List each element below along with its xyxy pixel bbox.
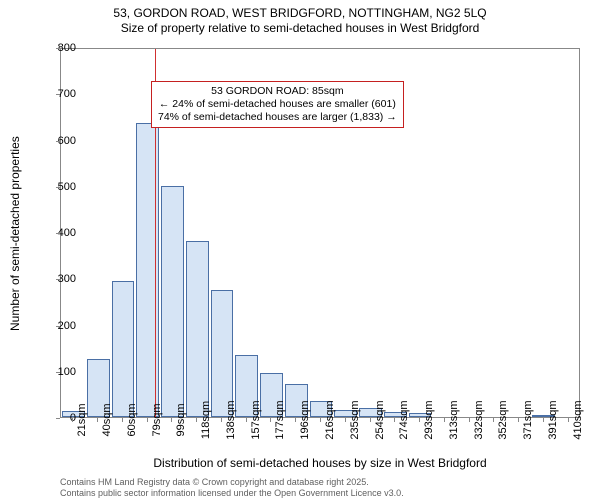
y-tick-label: 700	[44, 88, 76, 100]
chart-title-block: 53, GORDON ROAD, WEST BRIDGFORD, NOTTING…	[0, 0, 600, 36]
x-tick-mark	[469, 418, 470, 422]
x-tick-mark	[419, 418, 420, 422]
y-tick-mark	[56, 48, 60, 49]
x-tick-mark	[122, 418, 123, 422]
y-tick-label: 0	[44, 412, 76, 424]
chart-footer: Contains HM Land Registry data © Crown c…	[60, 477, 404, 498]
chart-title-line1: 53, GORDON ROAD, WEST BRIDGFORD, NOTTING…	[0, 6, 600, 21]
chart-area: 53 GORDON ROAD: 85sqm← 24% of semi-detac…	[60, 48, 580, 418]
x-tick-label: 60sqm	[126, 403, 138, 436]
annotation-line: ← 24% of semi-detached houses are smalle…	[158, 98, 397, 111]
x-tick-mark	[221, 418, 222, 422]
x-tick-mark	[246, 418, 247, 422]
x-tick-label: 235sqm	[349, 400, 361, 439]
x-tick-label: 157sqm	[250, 400, 262, 439]
x-tick-mark	[568, 418, 569, 422]
x-tick-label: 21sqm	[76, 403, 88, 436]
x-tick-mark	[147, 418, 148, 422]
histogram-bar	[161, 186, 184, 417]
y-tick-mark	[56, 233, 60, 234]
x-tick-label: 274sqm	[398, 400, 410, 439]
x-tick-label: 40sqm	[101, 403, 113, 436]
y-tick-label: 500	[44, 181, 76, 193]
x-tick-label: 216sqm	[324, 400, 336, 439]
chart-plot: 53 GORDON ROAD: 85sqm← 24% of semi-detac…	[60, 48, 580, 418]
y-axis-label: Number of semi-detached properties	[8, 136, 22, 331]
x-tick-label: 118sqm	[200, 401, 212, 439]
x-tick-mark	[72, 418, 73, 422]
histogram-bar	[186, 241, 209, 417]
x-tick-mark	[345, 418, 346, 422]
x-tick-mark	[518, 418, 519, 422]
x-tick-label: 313sqm	[448, 400, 460, 439]
y-tick-label: 400	[44, 227, 76, 239]
y-tick-mark	[56, 94, 60, 95]
x-tick-label: 79sqm	[151, 403, 163, 436]
x-tick-label: 332sqm	[473, 400, 485, 439]
y-tick-label: 600	[44, 135, 76, 147]
x-tick-label: 138sqm	[225, 400, 237, 439]
x-tick-mark	[97, 418, 98, 422]
y-tick-label: 800	[44, 42, 76, 54]
y-tick-label: 200	[44, 320, 76, 332]
x-tick-mark	[370, 418, 371, 422]
x-tick-label: 254sqm	[374, 400, 386, 439]
x-tick-mark	[196, 418, 197, 422]
x-axis-label: Distribution of semi-detached houses by …	[60, 456, 580, 470]
footer-line2: Contains public sector information licen…	[60, 488, 404, 498]
y-tick-label: 300	[44, 273, 76, 285]
x-tick-mark	[394, 418, 395, 422]
x-tick-mark	[295, 418, 296, 422]
y-tick-mark	[56, 279, 60, 280]
annotation-line: 53 GORDON ROAD: 85sqm	[158, 85, 397, 98]
y-tick-mark	[56, 418, 60, 419]
x-tick-label: 410sqm	[572, 400, 584, 439]
y-tick-mark	[56, 372, 60, 373]
x-tick-mark	[320, 418, 321, 422]
x-tick-mark	[171, 418, 172, 422]
footer-line1: Contains HM Land Registry data © Crown c…	[60, 477, 404, 487]
x-tick-label: 391sqm	[547, 400, 559, 439]
y-tick-mark	[56, 326, 60, 327]
chart-title-line2: Size of property relative to semi-detach…	[0, 21, 600, 36]
histogram-bar	[211, 290, 234, 417]
x-tick-mark	[270, 418, 271, 422]
x-tick-label: 293sqm	[423, 400, 435, 439]
x-tick-label: 352sqm	[497, 400, 509, 439]
x-tick-mark	[444, 418, 445, 422]
annotation-box: 53 GORDON ROAD: 85sqm← 24% of semi-detac…	[151, 81, 404, 128]
x-tick-label: 177sqm	[274, 400, 286, 439]
x-tick-mark	[543, 418, 544, 422]
y-tick-label: 100	[44, 366, 76, 378]
annotation-line: 74% of semi-detached houses are larger (…	[158, 111, 397, 124]
histogram-bar	[112, 281, 135, 417]
x-tick-mark	[493, 418, 494, 422]
x-tick-label: 196sqm	[299, 400, 311, 439]
y-tick-mark	[56, 141, 60, 142]
x-tick-label: 99sqm	[175, 403, 187, 436]
x-tick-label: 371sqm	[522, 400, 534, 439]
y-tick-mark	[56, 187, 60, 188]
